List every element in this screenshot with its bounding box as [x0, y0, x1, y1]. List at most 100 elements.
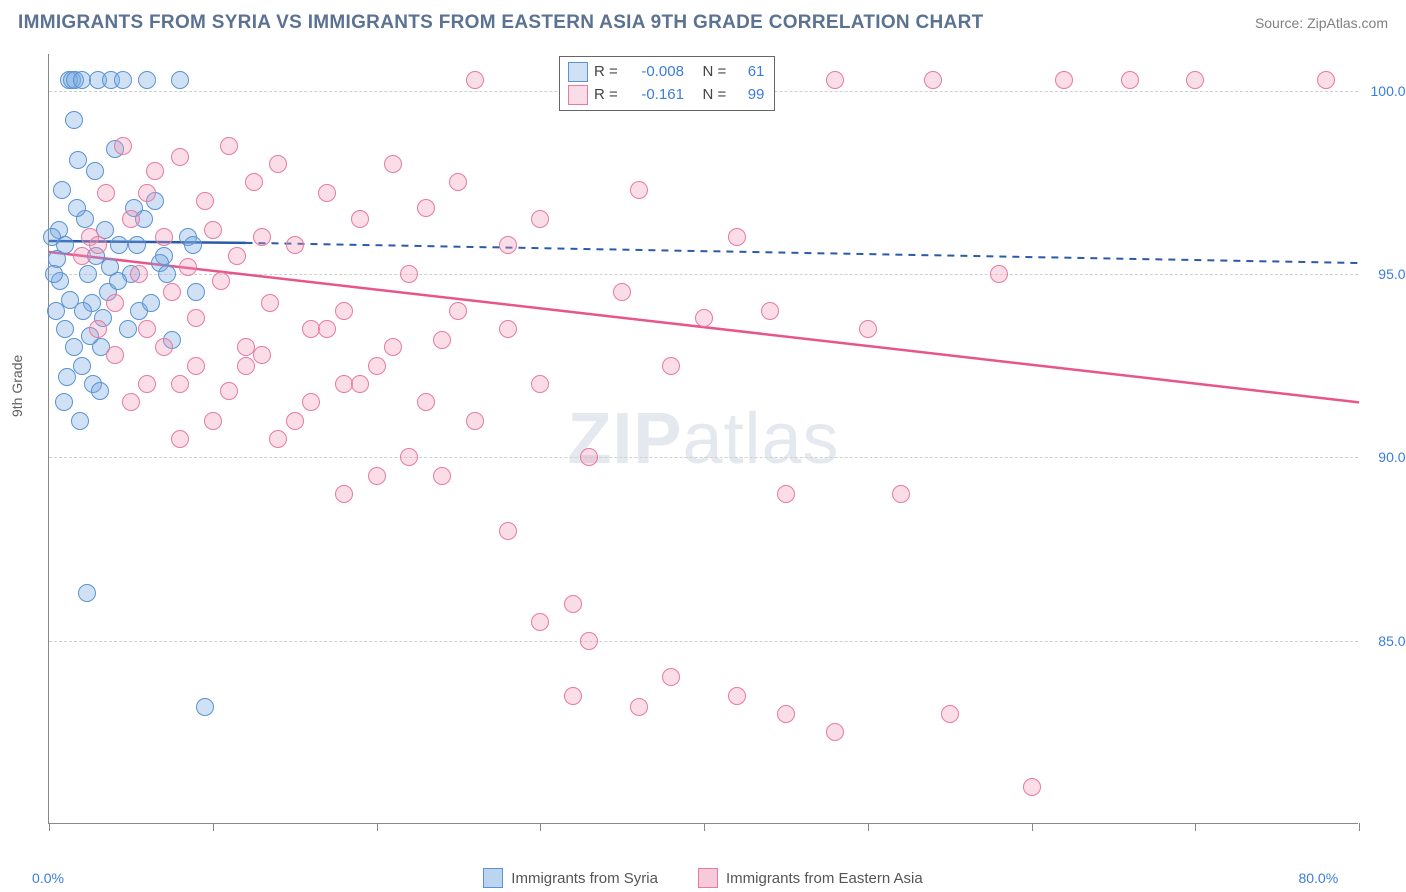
x-tick	[868, 823, 869, 831]
data-point	[630, 181, 648, 199]
data-point	[171, 148, 189, 166]
data-point	[859, 320, 877, 338]
data-point	[384, 155, 402, 173]
legend-r-label: R =	[594, 61, 622, 84]
x-tick	[377, 823, 378, 831]
chart-title: IMMIGRANTS FROM SYRIA VS IMMIGRANTS FROM…	[18, 12, 984, 34]
data-point	[78, 584, 96, 602]
data-point	[826, 71, 844, 89]
data-point	[187, 309, 205, 327]
data-point	[171, 430, 189, 448]
x-tick	[213, 823, 214, 831]
data-point	[55, 393, 73, 411]
data-point	[400, 448, 418, 466]
data-point	[924, 71, 942, 89]
x-tick	[1032, 823, 1033, 831]
data-point	[245, 173, 263, 191]
data-point	[119, 320, 137, 338]
data-point	[433, 331, 451, 349]
data-point	[146, 162, 164, 180]
data-point	[1023, 778, 1041, 796]
data-point	[531, 375, 549, 393]
x-axis-max-label: 80.0%	[1298, 870, 1338, 886]
data-point	[531, 613, 549, 631]
data-point	[114, 71, 132, 89]
y-axis-label: 9th Grade	[9, 354, 25, 416]
legend-n-value: 61	[736, 61, 764, 84]
data-point	[892, 485, 910, 503]
data-point	[220, 137, 238, 155]
x-axis-min-label: 0.0%	[32, 870, 64, 886]
data-point	[171, 375, 189, 393]
data-point	[564, 687, 582, 705]
data-point	[155, 338, 173, 356]
legend-r-value: -0.161	[628, 84, 684, 107]
data-point	[142, 294, 160, 312]
data-point	[990, 265, 1008, 283]
data-point	[253, 228, 271, 246]
data-point	[212, 272, 230, 290]
legend-swatch	[698, 868, 718, 888]
data-point	[114, 137, 132, 155]
data-point	[138, 320, 156, 338]
data-point	[109, 272, 127, 290]
data-point	[65, 338, 83, 356]
data-point	[74, 302, 92, 320]
data-point	[449, 173, 467, 191]
data-point	[499, 522, 517, 540]
data-point	[79, 265, 97, 283]
data-point	[158, 265, 176, 283]
data-point	[138, 375, 156, 393]
legend-swatch	[568, 85, 588, 105]
data-point	[163, 283, 181, 301]
data-point	[826, 723, 844, 741]
data-point	[204, 221, 222, 239]
data-point	[269, 430, 287, 448]
data-point	[69, 151, 87, 169]
data-point	[1055, 71, 1073, 89]
data-point	[86, 162, 104, 180]
data-point	[73, 357, 91, 375]
legend-swatch	[483, 868, 503, 888]
data-point	[466, 71, 484, 89]
data-point	[531, 210, 549, 228]
data-point	[204, 412, 222, 430]
data-point	[499, 236, 517, 254]
data-point	[106, 346, 124, 364]
legend-row: R = -0.008 N = 61	[568, 61, 764, 84]
data-point	[187, 283, 205, 301]
data-point	[237, 357, 255, 375]
data-point	[196, 698, 214, 716]
x-tick	[704, 823, 705, 831]
x-tick	[1195, 823, 1196, 831]
data-point	[110, 236, 128, 254]
data-point	[761, 302, 779, 320]
data-point	[155, 228, 173, 246]
legend-row: R = -0.161 N = 99	[568, 84, 764, 107]
data-point	[122, 393, 140, 411]
y-tick-label: 95.0%	[1363, 266, 1406, 282]
data-point	[368, 357, 386, 375]
data-point	[184, 236, 202, 254]
data-point	[777, 705, 795, 723]
data-point	[56, 320, 74, 338]
data-point	[351, 210, 369, 228]
x-tick	[1359, 823, 1360, 831]
legend-n-label: N =	[690, 61, 730, 84]
chart-plot-area: ZIPatlas 9th Grade 85.0%90.0%95.0%100.0%…	[48, 54, 1358, 824]
data-point	[89, 236, 107, 254]
data-point	[45, 265, 63, 283]
data-point	[302, 320, 320, 338]
data-point	[466, 412, 484, 430]
data-point	[613, 283, 631, 301]
data-point	[71, 412, 89, 430]
data-point	[335, 302, 353, 320]
data-point	[269, 155, 287, 173]
data-point	[106, 294, 124, 312]
data-point	[318, 184, 336, 202]
data-point	[47, 302, 65, 320]
data-point	[335, 375, 353, 393]
data-point	[384, 338, 402, 356]
data-point	[1186, 71, 1204, 89]
data-point	[302, 393, 320, 411]
